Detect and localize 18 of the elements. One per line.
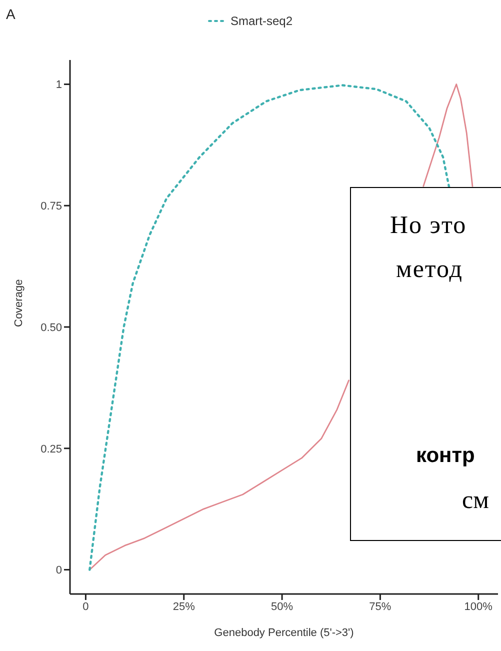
x-tick-label: 25% [172, 600, 196, 613]
y-tick-label: 0.75 [40, 200, 62, 213]
x-tick-label: 0 [82, 600, 89, 613]
y-tick-label: 0 [56, 564, 62, 577]
x-tick-label: 75% [369, 600, 392, 613]
y-axis-title: Coverage [12, 279, 25, 327]
y-tick-label: 0.50 [40, 322, 62, 334]
y-tick-label: 0.25 [40, 443, 62, 456]
y-tick-label: 1 [56, 79, 62, 92]
text: A [6, 6, 16, 22]
annotation: метод [396, 256, 464, 284]
x-tick-label: 50% [271, 600, 294, 613]
annotation: см [462, 487, 489, 515]
x-axis-title: Genebody Percentile (5'->3') [214, 627, 354, 639]
annotation: Но это [390, 212, 467, 240]
x-tick-label: 100% [464, 600, 493, 613]
legend-label: Smart-seq2 [230, 14, 293, 28]
annotation: контр [416, 444, 475, 468]
